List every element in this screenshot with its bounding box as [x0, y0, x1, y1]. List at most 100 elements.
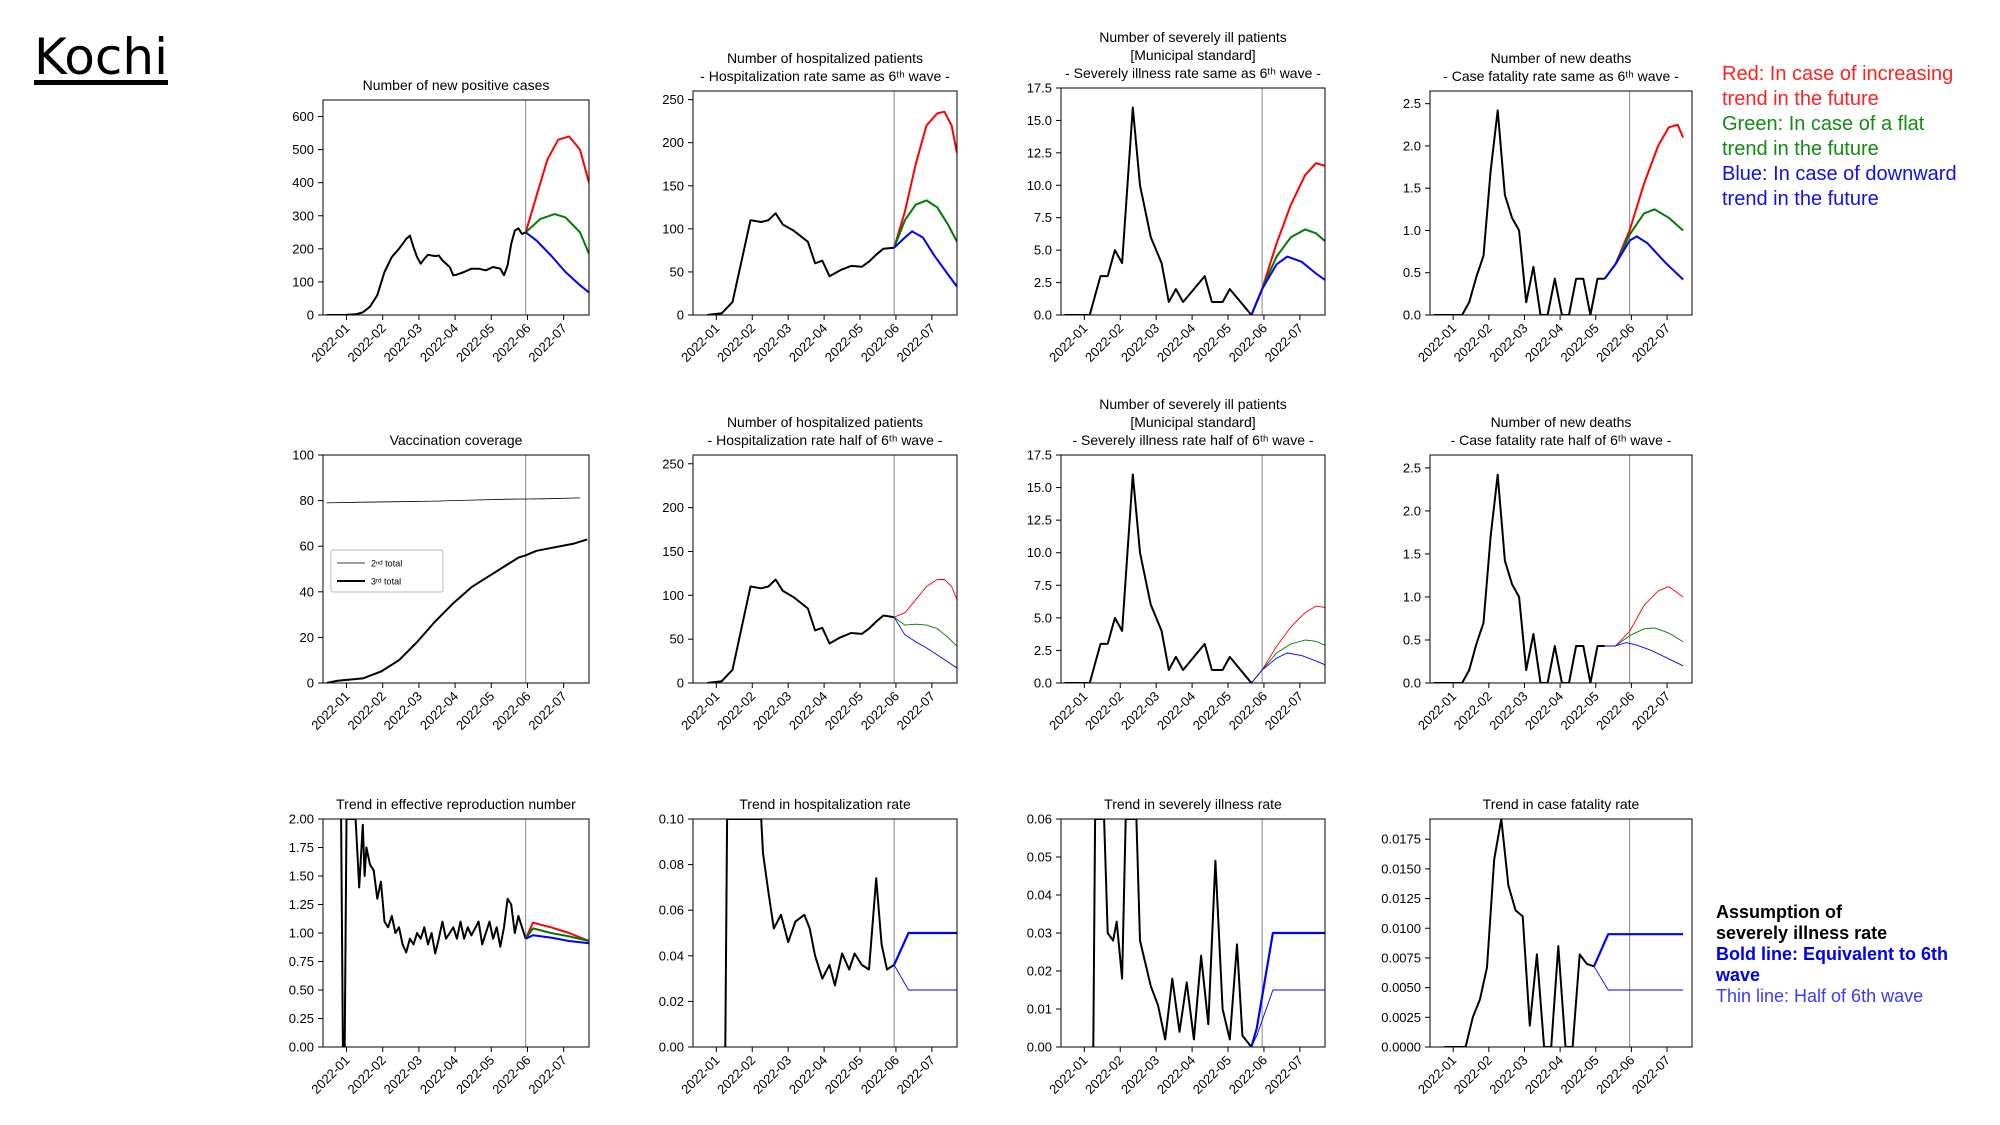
x-tick-label: 2022-03: [381, 321, 425, 365]
y-tick-label: 1.5: [1403, 546, 1421, 561]
y-tick-label: 5.0: [1034, 243, 1052, 258]
x-tick-label: 2022-03: [1486, 321, 1530, 365]
x-tick-label: 2022-07: [1629, 689, 1673, 733]
x-tick-label: 2022-03: [750, 689, 794, 733]
series-line-black: [1064, 473, 1253, 683]
chart-title: Trend in hospitalization rate: [739, 796, 911, 812]
x-tick-label: 2022-05: [822, 321, 866, 365]
series-line-black: [1433, 473, 1605, 683]
plot-frame: [1060, 454, 1326, 684]
y-tick-label: 0.0000: [1381, 1040, 1421, 1055]
y-tick-label: 40: [300, 584, 314, 599]
legend-red-text: Red: In case of increasing trend in the …: [1722, 63, 1954, 110]
chart-title: Number of new deaths - Case fatality rat…: [1450, 414, 1672, 448]
x-tick-label: 2022-06: [489, 689, 533, 733]
chart-svg: 0501001502002502022-012022-022022-032022…: [662, 454, 958, 733]
assumption-thin-line: Thin line: Half of 6th wave: [1716, 986, 1924, 1006]
y-tick-label: 2.0: [1403, 138, 1421, 153]
y-tick-label: 100: [292, 448, 314, 463]
x-tick-label: 2022-02: [1082, 1053, 1126, 1097]
x-tick-label: 2022-01: [1046, 689, 1090, 733]
y-tick-label: 60: [300, 539, 314, 554]
chart-title: Trend in effective reproduction number: [336, 796, 576, 812]
y-tick-label: 1.5: [1403, 181, 1421, 196]
scenario-legend: Red: In case of increasing trend in the …: [1722, 62, 1957, 212]
x-tick-label: 2022-03: [1486, 1053, 1530, 1097]
x-tick-label: 2022-04: [1154, 1053, 1198, 1097]
y-tick-label: 0.0: [1403, 308, 1421, 323]
plot-frame: [1060, 87, 1326, 316]
x-tick-label: 2022-04: [417, 689, 461, 733]
x-tick-label: 2022-04: [1522, 1053, 1566, 1097]
series-line-blue: [1603, 235, 1684, 281]
x-tick-label: 2022-07: [894, 689, 938, 733]
y-tick-label: 2.00: [289, 812, 314, 827]
y-tick-label: 150: [662, 178, 684, 193]
x-tick-label: 2022-05: [1558, 1053, 1602, 1097]
y-tick-label: 2.0: [1403, 503, 1421, 518]
chart-svg: 0.00.51.01.52.02.52022-012022-022022-032…: [1403, 90, 1693, 365]
y-tick-label: 17.5: [1027, 448, 1052, 463]
y-tick-label: 1.0: [1403, 223, 1421, 238]
x-tick-label: 2022-03: [1118, 1053, 1162, 1097]
x-tick-label: 2022-06: [489, 1053, 533, 1097]
series-line-black: [326, 497, 581, 504]
chart-panel-cases: Number of new positive cases 0 100 200 300 40…: [292, 77, 590, 365]
series-line-red: [524, 135, 589, 233]
chart-panel-hosp_rate: Trend in hospitalization rate 0.00 0.02 0.0…: [659, 796, 958, 1097]
assumption-note: Assumption of severely illness rate Bold…: [1716, 902, 1948, 1007]
y-tick-label: 0.0: [1034, 308, 1052, 323]
y-tick-label: 0: [307, 676, 314, 691]
x-tick-label: 2022-01: [1415, 1053, 1459, 1097]
x-tick-label: 2022-02: [714, 689, 758, 733]
x-tick-label: 2022-03: [1486, 689, 1530, 733]
chart-panel-hosp_same: Number of hospitalized patients - Hospit…: [662, 50, 958, 365]
plot-frame: [1429, 90, 1693, 316]
chart-panel-severe_rate: Trend in severely illness rate 0.00 0.01 0.…: [1027, 796, 1326, 1097]
y-tick-label: 2.5: [1403, 96, 1421, 111]
x-tick-label: 2022-01: [1046, 1053, 1090, 1097]
x-tick-label: 2022-01: [678, 321, 722, 365]
chart-title: Number of hospitalized patients - Hospit…: [707, 414, 943, 448]
x-tick-label: 2022-05: [1558, 689, 1602, 733]
series-line-red: [1603, 123, 1685, 280]
series-line-green: [893, 199, 957, 249]
y-tick-label: 20: [300, 630, 314, 645]
chart-svg: 0.00.51.01.52.02.52022-012022-022022-032…: [1403, 454, 1693, 733]
plot-frame: [1429, 454, 1693, 684]
y-tick-label: 0.0125: [1381, 891, 1421, 906]
series-line-blue: [1593, 966, 1684, 991]
chart-legend: 2ⁿᵈ total 3ʳᵈ total: [330, 549, 444, 593]
chart-panel-severe_half: Number of severely ill patients [Municip…: [1027, 396, 1326, 733]
y-tick-label: 200: [662, 135, 684, 150]
y-tick-label: 0.04: [1027, 888, 1052, 903]
y-tick-label: 1.00: [289, 926, 314, 941]
x-tick-label: 2022-05: [453, 689, 497, 733]
y-tick-label: 0.00: [289, 1040, 314, 1055]
x-tick-label: 2022-01: [308, 321, 352, 365]
plot-frame: [1429, 818, 1693, 1048]
chart-title: Number of new deaths - Case fatality rat…: [1443, 50, 1679, 84]
y-tick-label: 2.5: [1034, 643, 1052, 658]
page-title: Kochi: [34, 28, 168, 86]
assumption-heading: Assumption of severely illness rate: [1716, 902, 1888, 943]
y-tick-label: 0.0075: [1381, 950, 1421, 965]
y-tick-label: 12.5: [1027, 145, 1052, 160]
y-tick-label: 0: [677, 676, 684, 691]
x-tick-label: 2022-06: [1593, 321, 1637, 365]
y-tick-label: 200: [662, 500, 684, 515]
chart-title: Vaccination coverage: [389, 432, 523, 448]
y-tick-label: 1.50: [289, 869, 314, 884]
x-tick-label: 2022-04: [1154, 321, 1198, 365]
y-tick-label: 0.75: [289, 954, 314, 969]
x-tick-label: 2022-06: [489, 321, 533, 365]
chart-panel-rt: Trend in effective reproduction number 0.…: [289, 796, 590, 1097]
y-tick-label: 0.00: [659, 1040, 684, 1055]
y-tick-label: 100: [662, 588, 684, 603]
y-tick-label: 2.5: [1034, 275, 1052, 290]
y-tick-label: 0.25: [289, 1011, 314, 1026]
y-tick-label: 0.5: [1403, 632, 1421, 647]
chart-svg: 0.000.020.040.060.080.102022-012022-0220…: [659, 812, 958, 1097]
y-tick-label: 12.5: [1027, 513, 1052, 528]
x-tick-label: 2022-04: [417, 321, 461, 365]
